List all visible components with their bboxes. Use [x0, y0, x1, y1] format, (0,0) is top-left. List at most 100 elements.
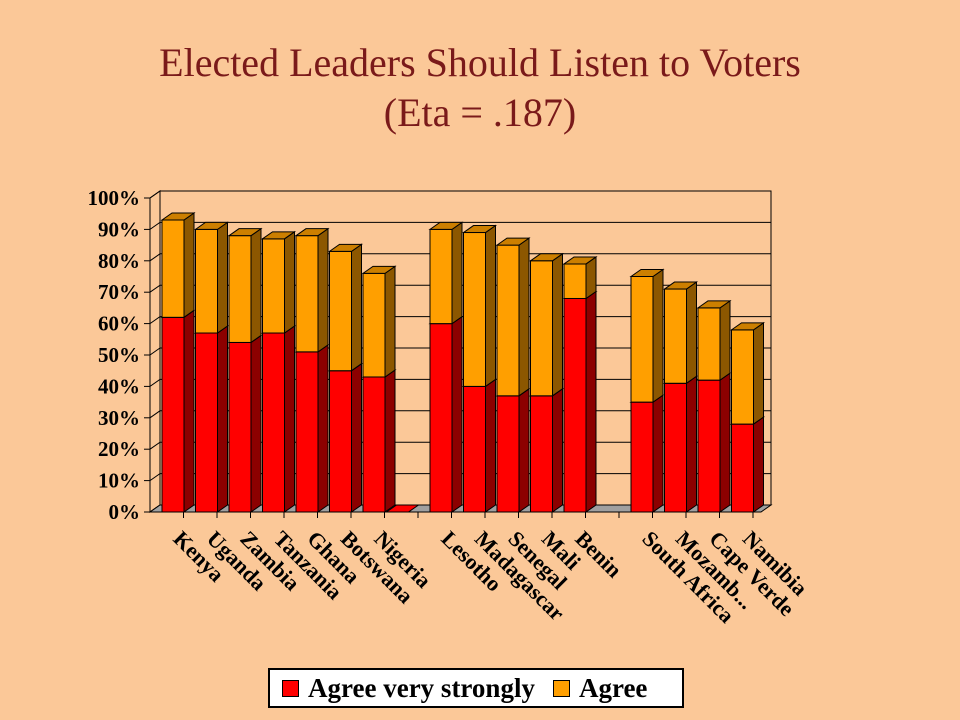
bar-agree-very-strongly-botswana-side — [351, 362, 362, 513]
y-tick-label: 100% — [88, 186, 141, 210]
bar-agree-very-strongly-kenya-front — [161, 316, 185, 513]
y-tick-label: 20% — [98, 437, 140, 461]
bar-agree-mali-top — [528, 253, 565, 262]
y-tick-label: 40% — [98, 374, 140, 398]
legend-item-agree: Agree — [552, 673, 647, 704]
bar-agree-very-strongly-benin-front — [563, 297, 587, 513]
chart-title-line1: Elected Leaders Should Listen to Voters — [159, 40, 801, 85]
legend-item-agree-very-strongly: Agree very strongly — [282, 673, 535, 704]
bar-agree-ghana-top — [294, 228, 330, 237]
gridline — [149, 190, 771, 199]
y-tick-label: 10% — [98, 469, 140, 493]
legend-label-agree-very-strongly: Agree very strongly — [308, 672, 535, 703]
bar-agree-very-strongly-lesotho-side — [451, 315, 463, 513]
bar-agree-mozamb-front — [664, 288, 687, 384]
bar-agree-very-strongly-madagascar-side — [485, 378, 496, 513]
bar-agree-very-strongly-nigeria-side — [384, 369, 396, 513]
bar-agree-tanzania-side — [284, 230, 295, 334]
bar-agree-very-strongly-kenya-side — [183, 309, 195, 513]
chart-title-line2: (Eta = .187) — [383, 90, 577, 135]
bar-agree-ghana-side — [317, 227, 329, 353]
bar-agree-uganda-front — [195, 228, 218, 334]
bar-agree-tanzania-top — [260, 231, 297, 240]
y-tick-label: 30% — [98, 406, 140, 430]
bar-agree-nigeria-top — [361, 265, 397, 274]
bar-agree-south-africa-front — [630, 276, 654, 403]
bar-agree-mozamb-top — [662, 281, 699, 290]
bar-agree-kenya-top — [160, 212, 196, 221]
gridline — [149, 221, 771, 230]
bar-agree-very-strongly-mali-side — [552, 387, 563, 513]
legend-swatch-agree — [552, 679, 570, 697]
y-tick-label: 80% — [98, 249, 140, 273]
bar-agree-botswana-top — [327, 243, 364, 252]
bar-agree-cape-verde-top — [696, 300, 732, 309]
bar-agree-nigeria-front — [362, 272, 386, 378]
bar-agree-benin-front — [563, 263, 587, 299]
bar-agree-lesotho-side — [451, 221, 463, 325]
bar-agree-madagascar-front — [463, 232, 486, 387]
bar-agree-very-strongly-zambia-front — [228, 341, 252, 513]
y-tick-label: 90% — [98, 217, 140, 241]
bar-agree-ghana-front — [295, 235, 319, 353]
bar-agree-very-strongly-south-africa-side — [652, 394, 664, 513]
bar-agree-kenya-front — [161, 219, 185, 318]
bar-agree-madagascar-top — [461, 225, 498, 234]
bar-agree-zambia-front — [228, 235, 252, 343]
bar-agree-namibia-side — [753, 321, 764, 426]
bar-agree-very-strongly-namibia-front — [731, 423, 754, 513]
bar-agree-kenya-side — [183, 212, 195, 319]
y-tick-label: 60% — [98, 312, 140, 336]
chart-legend: Agree very strongly Agree — [268, 668, 684, 708]
bar-agree-very-strongly-madagascar-front — [463, 385, 486, 513]
bar-agree-zambia-side — [250, 227, 262, 344]
bar-agree-botswana-front — [329, 250, 352, 372]
bar-agree-senegal-side — [518, 237, 530, 397]
bar-agree-nigeria-side — [384, 265, 396, 378]
bar-agree-very-strongly-namibia-side — [753, 416, 764, 513]
bar-agree-very-strongly-senegal-front — [496, 395, 520, 513]
y-tick-label: 70% — [98, 280, 140, 304]
bar-agree-uganda-side — [217, 221, 228, 334]
bar-agree-cape-verde-side — [719, 299, 731, 382]
bar-agree-very-strongly-mozamb-side — [686, 375, 697, 513]
bar-agree-very-strongly-mozamb-front — [664, 382, 687, 513]
bar-agree-very-strongly-botswana-front — [329, 370, 352, 513]
y-tick-label: 50% — [98, 343, 140, 367]
bar-agree-very-strongly-tanzania-front — [262, 332, 285, 513]
bar-agree-madagascar-side — [485, 224, 496, 388]
bar-agree-very-strongly-ghana-front — [295, 351, 319, 513]
bar-agree-very-strongly-ghana-side — [317, 343, 329, 513]
bar-agree-south-africa-side — [652, 268, 664, 404]
bar-agree-uganda-top — [193, 221, 230, 230]
bar-agree-botswana-side — [351, 243, 362, 372]
legend-swatch-agree-very-strongly — [282, 679, 299, 697]
bar-agree-very-strongly-nigeria-front — [362, 376, 386, 513]
bar-agree-namibia-top — [729, 322, 766, 331]
y-tick-label: 0% — [109, 500, 141, 524]
bar-agree-benin-top — [562, 256, 598, 265]
bar-agree-very-strongly-senegal-side — [518, 387, 530, 513]
gridline — [149, 253, 771, 262]
bar-agree-tanzania-front — [262, 238, 285, 334]
bar-agree-mali-front — [530, 260, 553, 397]
bar-agree-namibia-front — [731, 329, 754, 425]
bar-agree-very-strongly-cape-verde-side — [719, 372, 731, 513]
bar-agree-senegal-front — [496, 244, 520, 397]
bar-agree-south-africa-top — [629, 269, 665, 277]
bar-agree-very-strongly-uganda-side — [217, 325, 228, 513]
bar-agree-very-strongly-tanzania-side — [284, 325, 295, 513]
bar-agree-very-strongly-south-africa-front — [630, 401, 654, 513]
bar-agree-senegal-top — [495, 237, 531, 246]
bar-agree-mali-side — [552, 252, 563, 397]
bar-agree-cape-verde-front — [697, 307, 721, 381]
bar-agree-lesotho-top — [428, 221, 464, 230]
chart-title: Elected Leaders Should Listen to Voters … — [0, 38, 960, 138]
bar-agree-very-strongly-uganda-front — [195, 332, 218, 513]
bar-agree-very-strongly-zambia-side — [250, 334, 262, 513]
bar-agree-mozamb-side — [686, 281, 697, 385]
bar-agree-lesotho-front — [429, 228, 453, 325]
bar-agree-very-strongly-benin-side — [585, 290, 597, 513]
bar-agree-zambia-top — [227, 228, 263, 237]
bar-agree-very-strongly-mali-front — [530, 395, 553, 513]
